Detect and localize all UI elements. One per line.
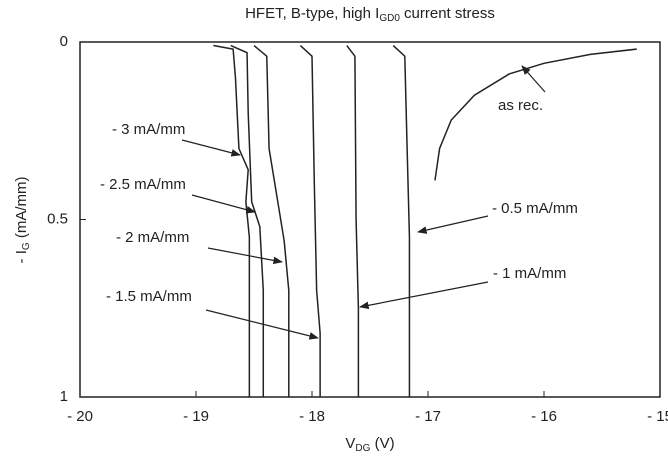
annotation-arrow: [181, 139, 241, 157]
annotation-arrow: [207, 247, 283, 265]
y-tick-label: 1: [60, 388, 68, 405]
y-tick-label: 0.5: [47, 210, 68, 227]
annotation: as rec.: [498, 97, 543, 114]
series-line: [434, 48, 637, 181]
annotation: - 3 mA/mm: [112, 121, 185, 138]
annotation-arrow: [521, 65, 546, 93]
annotation: - 2 mA/mm: [116, 229, 189, 246]
series-line: [213, 44, 251, 397]
series-line: [299, 44, 321, 397]
series-line: [346, 45, 360, 397]
x-tick-label: - 18: [299, 408, 325, 425]
annotation-arrow: [359, 281, 489, 310]
y-tick-label: 0: [60, 33, 68, 50]
x-tick-label: - 15: [647, 408, 668, 425]
annotation: - 0.5 mA/mm: [492, 200, 578, 217]
annotation: - 2.5 mA/mm: [100, 176, 186, 193]
series-line: [392, 44, 411, 397]
annotation-arrow: [205, 309, 319, 340]
x-tick-label: - 20: [67, 408, 93, 425]
chart-title: HFET, B-type, high IGD0 current stress: [245, 5, 495, 24]
annotation: - 1.5 mA/mm: [106, 288, 192, 305]
x-tick-label: - 19: [183, 408, 209, 425]
x-axis-label: VDG (V): [345, 435, 394, 454]
x-tick-label: - 16: [531, 408, 557, 425]
plot-frame: [79, 41, 661, 398]
series-line: [230, 44, 265, 397]
series-line: [253, 44, 290, 397]
annotation-arrow: [417, 215, 489, 234]
x-tick-label: - 17: [415, 408, 441, 425]
annotation: - 1 mA/mm: [493, 265, 566, 282]
annotation-arrow: [191, 194, 256, 214]
y-axis-label: - IG (mA/mm): [13, 177, 32, 264]
